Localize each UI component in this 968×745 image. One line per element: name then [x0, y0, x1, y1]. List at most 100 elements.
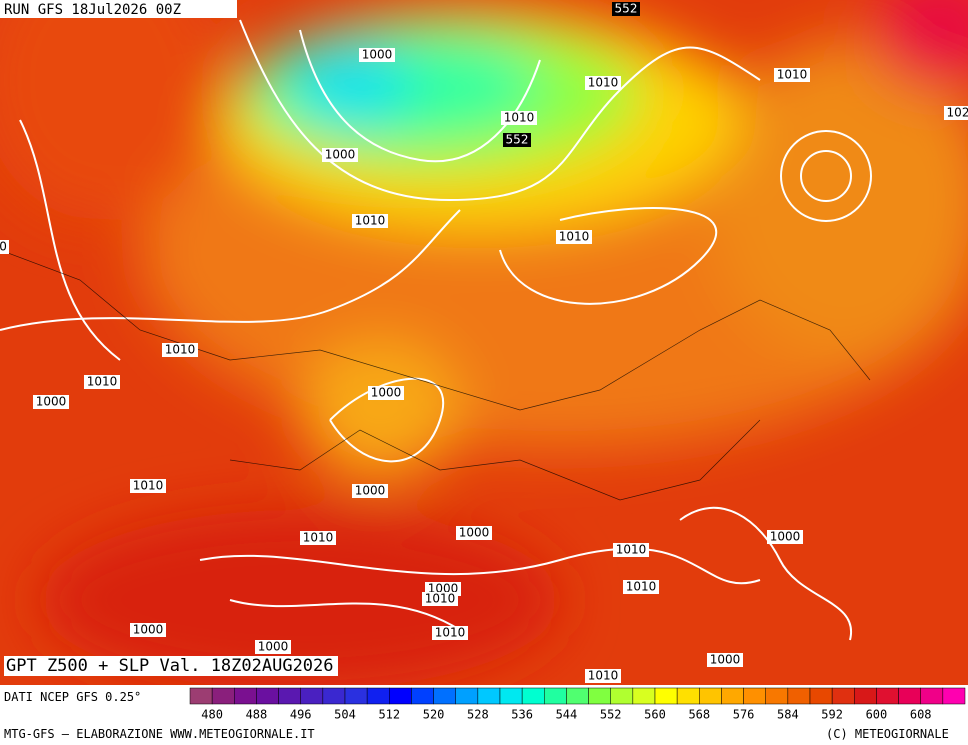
label-box	[0, 240, 9, 254]
label-box	[944, 106, 968, 120]
isobar-label: 1010	[355, 214, 386, 228]
label-box	[359, 48, 395, 62]
colorbar-tick-label: 504	[334, 708, 356, 722]
colorbar-swatch	[566, 687, 589, 705]
label-box	[585, 76, 621, 90]
colorbar-swatch	[322, 687, 346, 705]
isobars	[0, 19, 872, 641]
label-box	[767, 530, 803, 544]
label-box	[162, 343, 198, 357]
borders	[0, 249, 871, 501]
label-box	[255, 640, 291, 654]
credit: MTG-GFS — ELABORAZIONE WWW.METEOGIORNALE…	[4, 727, 315, 741]
colorbar-swatch	[831, 687, 855, 705]
copyright: (C) METEOGIORNALE	[826, 727, 949, 741]
colorbar-swatch	[787, 687, 811, 705]
isobar-label: 1010	[87, 375, 118, 389]
isobar-label: 552	[615, 2, 638, 16]
colorbar-swatch	[234, 687, 257, 705]
isobar-label: 1010	[133, 479, 164, 493]
isobar-label: 1010	[425, 592, 456, 606]
label-box	[456, 526, 492, 540]
isobar-label: 102	[947, 106, 968, 120]
colorbar-swatch	[654, 687, 678, 705]
colorbar-swatch	[300, 687, 324, 705]
colorbar-tick-label: 480	[201, 708, 223, 722]
label-box	[556, 230, 592, 244]
isobar-label: 1000	[362, 48, 393, 62]
colorbar-swatch	[588, 687, 611, 705]
label-box	[612, 2, 640, 16]
isobar-label: 1010	[435, 626, 466, 640]
colorbar-tick-label: 488	[246, 708, 268, 722]
colorbar-swatch	[389, 687, 412, 705]
colorbar-tick-label: 552	[600, 708, 622, 722]
label-box	[368, 386, 404, 400]
colorbar-swatch	[876, 687, 899, 705]
data-source: DATI NCEP GFS 0.25°	[4, 690, 142, 704]
label-box	[352, 214, 388, 228]
isobar-label: 1000	[133, 623, 164, 637]
colorbar-swatch	[632, 687, 656, 705]
colorbar-tick-label: 600	[866, 708, 888, 722]
label-box	[130, 479, 166, 493]
label-box	[432, 626, 468, 640]
label-box	[300, 531, 336, 545]
colorbar-swatch	[610, 687, 634, 705]
colorbar-tick-label: 520	[423, 708, 445, 722]
map: 1000 1010 1010 102 1010 552 1000 1010 1010 0 1010 1…	[0, 0, 968, 685]
colorbar-tick-label: 536	[511, 708, 533, 722]
isobar-label: 1010	[559, 230, 590, 244]
colorbar-swatch	[366, 687, 390, 705]
isobar-label: 1010	[165, 343, 196, 357]
colorbar-swatch	[189, 687, 213, 705]
colorbar: 480 488 496 504 512 520 528 536 544 552 560 568 576 5…	[189, 687, 966, 722]
label-box	[707, 653, 743, 667]
isobar-label: 1000	[710, 653, 741, 667]
label-box	[503, 133, 531, 147]
colorbar-swatch	[411, 687, 434, 705]
isobar-label: 1010	[626, 580, 657, 594]
isobar-label: 1010	[616, 543, 647, 557]
colorbar-tick-label: 568	[688, 708, 710, 722]
colorbar-swatch	[854, 687, 877, 705]
colorbar-swatch	[544, 687, 567, 705]
isobar-labels: 1000 1010 1010 102 1010 552 1000 1010 1010 0 1010 1…	[0, 2, 968, 683]
colorbar-swatch	[920, 687, 944, 705]
colorbar-swatch	[699, 687, 722, 705]
colorbar-swatch	[898, 687, 921, 705]
isobar-label: 1010	[504, 111, 535, 125]
colorbar-swatch	[721, 687, 744, 705]
colorbar-tick-label: 576	[733, 708, 755, 722]
label-box	[422, 592, 458, 606]
isobar-label: 1000	[36, 395, 67, 409]
isobar-label: 1000	[371, 386, 402, 400]
label-box	[613, 543, 649, 557]
colorbar-tick-label: 584	[777, 708, 799, 722]
label-box	[501, 111, 537, 125]
label-box	[84, 375, 120, 389]
isobar-label: 1000	[355, 484, 386, 498]
colorbar-swatch	[942, 687, 966, 705]
isobar-label: 1000	[459, 526, 490, 540]
isobar-label: 1010	[588, 669, 619, 683]
colorbar-tick-label: 608	[910, 708, 932, 722]
colorbar-swatch	[433, 687, 456, 705]
colorbar-swatch	[499, 687, 523, 705]
isobar-label: 0	[0, 240, 7, 254]
colorbar-tick-label: 544	[556, 708, 578, 722]
isobar-label: 1000	[258, 640, 289, 654]
colorbar-tick-label: 496	[290, 708, 312, 722]
isobar-label: 1000	[770, 530, 801, 544]
label-box	[352, 484, 388, 498]
colorbar-swatch	[256, 687, 279, 705]
colorbar-swatch	[676, 687, 700, 705]
colorbar-swatch	[743, 687, 766, 705]
colorbar-swatch	[278, 687, 301, 705]
isobar-label: 1010	[777, 68, 808, 82]
colorbar-tick-label: 560	[644, 708, 666, 722]
run-label: RUN GFS 18Jul2026 00Z	[4, 2, 181, 18]
isobar-label: 1010	[588, 76, 619, 90]
isobar-label: 1000	[325, 148, 356, 162]
